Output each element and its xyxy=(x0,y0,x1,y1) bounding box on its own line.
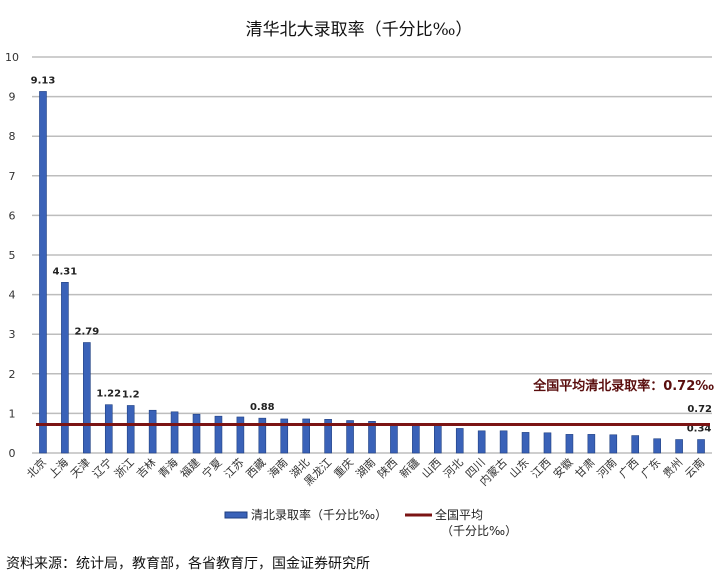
bar-山西 xyxy=(434,424,442,454)
x-tick-label: 北京 xyxy=(24,455,49,480)
x-tick-label: 陕西 xyxy=(375,455,400,480)
bar-青海 xyxy=(170,411,179,454)
legend-label-bars: 清北录取率（千分比‰） xyxy=(251,507,387,522)
data-label: 0.88 xyxy=(250,402,275,413)
source-note: 资料来源：统计局，教育部，各省教育厅，国金证券研究所 xyxy=(6,556,370,572)
bar-广西 xyxy=(631,435,640,454)
bar-云南 xyxy=(697,439,705,454)
x-tick-label: 浙江 xyxy=(112,456,137,481)
x-tick-label: 青海 xyxy=(155,455,180,480)
data-label: 1.2 xyxy=(122,389,140,400)
bar-浙江 xyxy=(126,405,135,454)
y-tick-label: 4 xyxy=(9,289,16,302)
y-tick-label: 8 xyxy=(9,130,16,143)
bar-新疆 xyxy=(412,424,420,454)
bar-四川 xyxy=(477,430,486,454)
bar-河北 xyxy=(455,428,464,454)
bar-内蒙古 xyxy=(499,430,508,454)
y-tick-label: 3 xyxy=(9,328,16,341)
data-label: 0.34 xyxy=(687,424,712,435)
y-tick-label: 2 xyxy=(9,368,16,381)
x-tick-label: 甘肃 xyxy=(573,456,598,481)
data-label: 4.31 xyxy=(53,266,78,277)
bar-北京 xyxy=(39,91,47,454)
bar-吉林 xyxy=(148,409,157,454)
bar-广东 xyxy=(653,438,661,454)
y-tick-label: 9 xyxy=(9,91,16,104)
bar-河南 xyxy=(609,434,618,454)
bar-湖北 xyxy=(302,418,310,454)
legend-label-line: 全国平均（千分比‰） xyxy=(435,507,517,538)
x-tick-label: 新疆 xyxy=(397,455,422,480)
x-tick-label: 安徽 xyxy=(550,455,575,480)
bar-宁夏 xyxy=(214,415,223,454)
bar-上海 xyxy=(61,282,69,454)
bar-天津 xyxy=(83,342,91,454)
bar-福建 xyxy=(192,413,201,454)
x-tick-label: 西藏 xyxy=(244,456,269,481)
x-tick-label: 吉林 xyxy=(133,455,158,480)
bar-湖南 xyxy=(368,421,376,454)
y-tick-label: 1 xyxy=(9,407,16,420)
bar-安徽 xyxy=(565,434,574,454)
data-label: 9.13 xyxy=(31,75,56,86)
chart-title: 清华北大录取率（千分比‰） xyxy=(246,20,473,40)
x-tick-label: 贵州 xyxy=(660,456,685,481)
x-tick-label: 湖南 xyxy=(353,456,378,481)
x-tick-label: 广西 xyxy=(617,456,642,481)
bar-贵州 xyxy=(675,439,683,454)
bar-山东 xyxy=(521,432,530,454)
bar-海南 xyxy=(280,418,289,454)
x-tick-label: 天津 xyxy=(68,456,93,481)
x-tick-label: 山西 xyxy=(419,456,444,481)
x-tick-label: 海南 xyxy=(265,455,290,480)
x-tick-label: 广东 xyxy=(639,456,664,481)
y-tick-label: 6 xyxy=(9,209,16,222)
x-tick-label: 江西 xyxy=(529,456,554,481)
bar-江西 xyxy=(543,432,552,454)
y-tick-label: 10 xyxy=(5,51,19,64)
x-tick-label: 福建 xyxy=(177,455,202,480)
x-tick-label: 云南 xyxy=(682,456,707,481)
bar-西藏 xyxy=(258,417,267,454)
data-label: 2.79 xyxy=(74,327,99,338)
y-tick-label: 7 xyxy=(9,170,16,183)
legend-swatch-bars xyxy=(224,511,248,519)
x-tick-label: 山东 xyxy=(507,456,532,481)
legend: 清北录取率（千分比‰） 全国平均（千分比‰） xyxy=(224,507,517,538)
x-tick-label: 上海 xyxy=(46,455,71,480)
x-tick-label: 河南 xyxy=(595,456,620,481)
y-tick-label: 5 xyxy=(9,249,16,262)
bar-重庆 xyxy=(346,420,354,454)
average-annotation: 全国平均清北录取率：0.72‰ xyxy=(532,378,714,394)
bar-辽宁 xyxy=(104,404,113,454)
data-label: 1.22 xyxy=(96,389,121,400)
bar-江苏 xyxy=(236,416,245,454)
x-tick-label: 辽宁 xyxy=(89,455,114,480)
x-tick-label: 宁夏 xyxy=(199,455,224,480)
average-value-label: 0.72 xyxy=(687,404,712,415)
x-tick-label: 河北 xyxy=(441,456,466,481)
x-tick-label: 江苏 xyxy=(222,456,247,481)
bar-陕西 xyxy=(390,424,398,454)
y-tick-label: 0 xyxy=(9,447,16,460)
bar-黑龙江 xyxy=(324,419,332,454)
bar-甘肃 xyxy=(587,434,596,454)
x-tick-label: 重庆 xyxy=(331,455,356,480)
